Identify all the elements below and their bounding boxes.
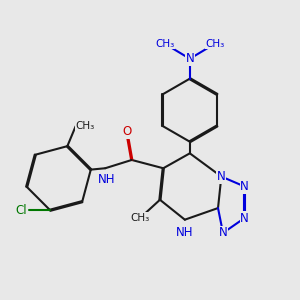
Text: O: O [122, 125, 131, 138]
Text: NH: NH [98, 173, 116, 186]
Text: N: N [240, 180, 249, 193]
Text: N: N [217, 170, 226, 183]
Text: N: N [219, 226, 227, 239]
Text: NH: NH [176, 226, 194, 239]
Text: CH₃: CH₃ [130, 213, 150, 223]
Text: CH₃: CH₃ [205, 39, 224, 49]
Text: CH₃: CH₃ [75, 121, 94, 131]
Text: N: N [240, 212, 249, 224]
Text: Cl: Cl [16, 204, 27, 217]
Text: N: N [185, 52, 194, 65]
Text: CH₃: CH₃ [155, 39, 175, 49]
